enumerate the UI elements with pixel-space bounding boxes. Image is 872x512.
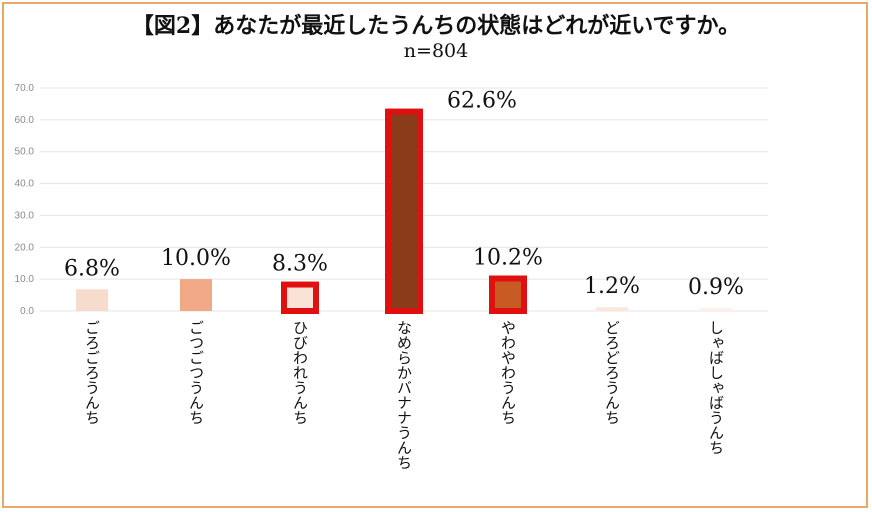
- category-label: やわやわうんち: [499, 320, 517, 425]
- bar: [596, 307, 628, 311]
- bar: [76, 289, 108, 311]
- category-label: ごろごろうんち: [83, 320, 101, 425]
- y-tick-label: 10.0: [15, 274, 35, 285]
- data-label: 1.2%: [584, 274, 640, 299]
- y-tick-label: 40.0: [15, 179, 35, 190]
- bar: [385, 108, 423, 315]
- category-label: どろどろうんち: [603, 320, 621, 425]
- data-label: 8.3%: [272, 252, 328, 277]
- chart-subtitle: n=804: [403, 40, 469, 62]
- category-label: ひびわれうんち: [291, 320, 309, 425]
- y-tick-label: 70.0: [15, 83, 35, 94]
- y-tick-label: 30.0: [15, 210, 35, 221]
- bar: [700, 308, 732, 311]
- data-label: 0.9%: [688, 275, 744, 300]
- bar: [180, 279, 212, 311]
- data-label: 62.6%: [447, 89, 517, 114]
- y-tick-label: 0.0: [20, 306, 34, 317]
- y-tick-label: 20.0: [15, 242, 35, 253]
- bar: [489, 275, 527, 314]
- bar: [281, 281, 319, 314]
- data-label: 6.8%: [64, 256, 120, 281]
- category-label: ごつごつうんち: [187, 320, 205, 425]
- category-label: なめらかバナナうんち: [395, 320, 413, 470]
- data-label: 10.0%: [161, 246, 231, 271]
- category-label: しゃばしゃばうんち: [707, 320, 725, 455]
- chart-title: 【図2】あなたが最近したうんちの状態はどれが近いですか。: [131, 13, 741, 39]
- y-tick-label: 50.0: [15, 147, 35, 158]
- y-tick-label: 60.0: [15, 115, 35, 126]
- data-label: 10.2%: [473, 246, 543, 271]
